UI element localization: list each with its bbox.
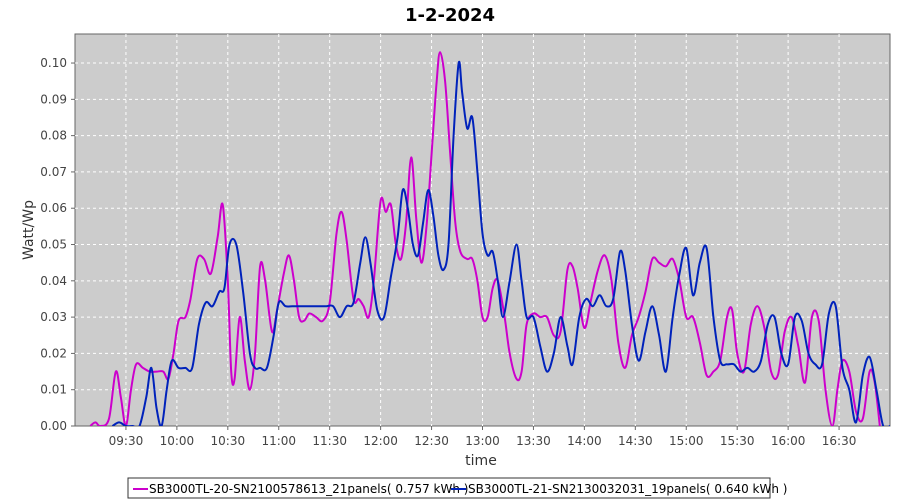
x-tick-label: 13:00	[465, 434, 500, 448]
y-tick-label: 0.04	[40, 274, 67, 288]
x-tick-label: 12:30	[414, 434, 449, 448]
x-axis: 09:30 10:00 10:30 11:00 11:30 12:00 12:30 13:00…	[109, 426, 857, 448]
x-tick-label: 14:00	[567, 434, 602, 448]
legend-label-series-1: SB3000TL-20-SN2100578613_21panels( 0.757…	[149, 482, 468, 496]
x-tick-label: 15:30	[720, 434, 755, 448]
series-layer	[89, 51, 890, 426]
x-tick-label: 11:00	[261, 434, 296, 448]
legend-box	[127, 477, 771, 499]
x-tick-label: 16:00	[771, 434, 806, 448]
legend: SB3000TL-20-SN2100578613_21panels( 0.757…	[127, 477, 787, 499]
y-tick-label: 0.02	[40, 346, 67, 360]
x-tick-label: 10:00	[160, 434, 195, 448]
y-tick-label: 0.03	[40, 310, 67, 324]
y-tick-label: 0.09	[40, 92, 67, 106]
x-tick-label: 10:30	[211, 434, 246, 448]
y-tick-label: 0.01	[40, 383, 67, 397]
x-tick-label: 13:30	[516, 434, 551, 448]
x-tick-label: 14:30	[618, 434, 653, 448]
x-axis-title: time	[465, 453, 497, 469]
x-tick-label: 09:30	[109, 434, 144, 448]
y-axis: 0.00 0.01 0.02 0.03 0.04 0.05 0.06 0.07 0.08 0.09…	[40, 56, 75, 433]
y-tick-label: 0.08	[40, 129, 67, 143]
y-tick-label: 0.00	[40, 419, 67, 433]
series-line-1	[89, 51, 881, 426]
y-tick-label: 0.07	[40, 165, 67, 179]
y-tick-label: 0.10	[40, 56, 67, 70]
y-tick-label: 0.06	[40, 201, 67, 215]
y-axis-title: Watt/Wp	[21, 200, 37, 260]
x-tick-label: 12:00	[363, 434, 398, 448]
legend-label-series-2: SB3000TL-21-SN2130032031_19panels( 0.640…	[468, 482, 787, 496]
chart-title: 1-2-2024	[405, 5, 495, 26]
x-tick-label: 16:30	[822, 434, 857, 448]
y-tick-label: 0.05	[40, 238, 67, 252]
series-line-2	[111, 60, 890, 426]
x-tick-label: 15:00	[669, 434, 704, 448]
grid-lines	[75, 34, 890, 426]
x-tick-label: 11:30	[312, 434, 347, 448]
